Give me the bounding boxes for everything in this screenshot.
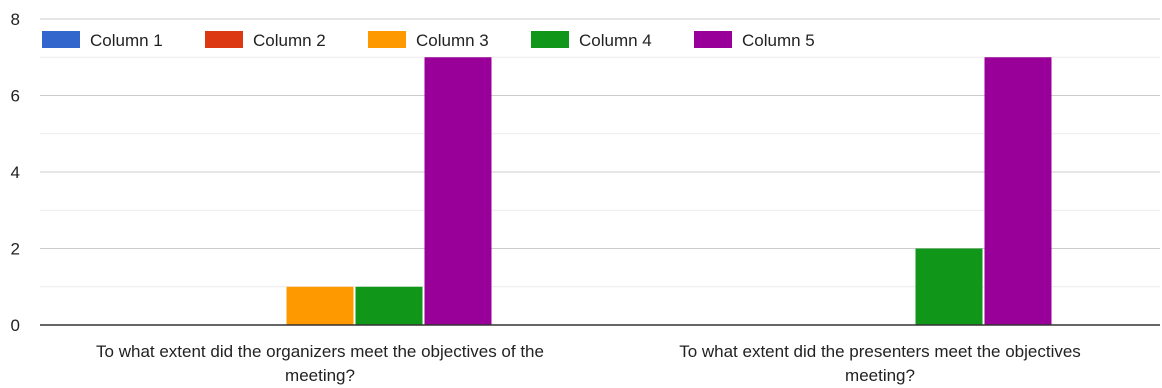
- x-category-label: To what extent did the presenters meet t…: [679, 342, 1081, 385]
- y-tick-label: 6: [11, 87, 20, 106]
- legend-swatch: [42, 31, 80, 48]
- legend-swatch: [205, 31, 243, 48]
- legend-label: Column 3: [416, 31, 489, 50]
- legend-item-column-1[interactable]: Column 1: [42, 31, 163, 50]
- legend-swatch: [694, 31, 732, 48]
- y-tick-label: 2: [11, 240, 20, 259]
- legend-label: Column 4: [579, 31, 652, 50]
- y-tick-label: 0: [11, 316, 20, 335]
- bar-column-3-cat-1[interactable]: [286, 286, 354, 325]
- legend-item-column-3[interactable]: Column 3: [368, 31, 489, 50]
- legend-label: Column 5: [742, 31, 815, 50]
- legend-swatch: [531, 31, 569, 48]
- legend-label: Column 2: [253, 31, 326, 50]
- legend[interactable]: Column 1 Column 2 Column 3 Column 4 Column 5: [42, 31, 815, 50]
- legend-swatch: [368, 31, 406, 48]
- y-axis-ticks: 0 2 4 6 8: [11, 10, 20, 335]
- bar-column-5-cat-2[interactable]: [984, 57, 1052, 325]
- legend-item-column-2[interactable]: Column 2: [205, 31, 326, 50]
- legend-label: Column 1: [90, 31, 163, 50]
- legend-item-column-4[interactable]: Column 4: [531, 31, 652, 50]
- y-tick-label: 8: [11, 10, 20, 29]
- x-category-label: To what extent did the organizers meet t…: [96, 342, 544, 385]
- legend-item-column-5[interactable]: Column 5: [694, 31, 815, 50]
- gridlines: [40, 18, 1160, 288]
- bar-column-4-cat-2[interactable]: [915, 248, 983, 326]
- bar-column-4-cat-1[interactable]: [355, 286, 423, 325]
- bars: [286, 57, 1052, 326]
- category-labels: To what extent did the organizers meet t…: [96, 342, 1081, 385]
- bar-column-5-cat-1[interactable]: [424, 57, 492, 325]
- y-tick-label: 4: [11, 163, 20, 182]
